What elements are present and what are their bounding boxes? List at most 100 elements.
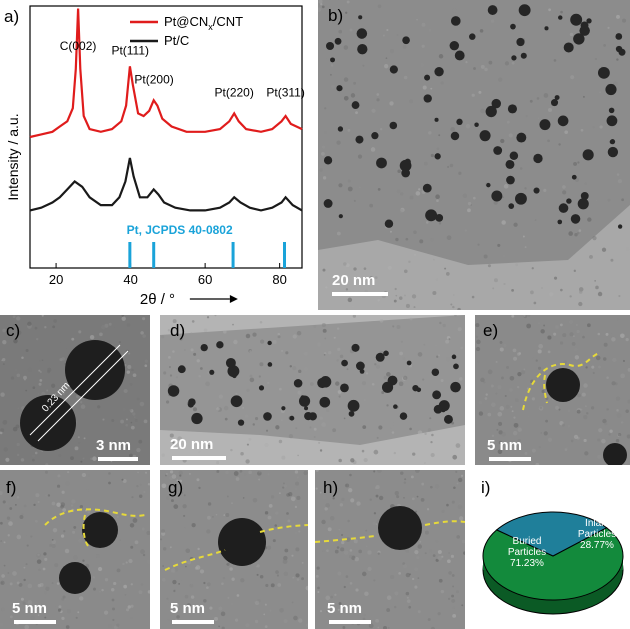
nanoparticle — [493, 146, 503, 155]
texture-speck — [341, 497, 345, 501]
texture-speck — [452, 585, 455, 588]
texture-speck — [451, 421, 455, 425]
texture-speck — [348, 487, 353, 493]
texture-speck — [267, 515, 272, 520]
texture-speck — [595, 285, 599, 290]
texture-speck — [483, 254, 488, 259]
pie-label-1-0: Inlaid — [585, 518, 609, 529]
texture-speck — [245, 333, 251, 339]
texture-speck — [437, 354, 441, 357]
texture-speck — [297, 454, 299, 457]
panel-g-hrtem-image: g) 5 nm — [160, 470, 308, 629]
texture-speck — [285, 351, 289, 355]
texture-speck — [173, 504, 179, 509]
texture-speck — [191, 320, 195, 323]
texture-speck — [538, 343, 544, 349]
texture-speck — [569, 32, 574, 37]
texture-speck — [179, 611, 183, 615]
texture-speck — [59, 358, 63, 362]
texture-speck — [318, 7, 322, 12]
texture-speck — [531, 397, 535, 401]
texture-speck — [199, 367, 203, 370]
texture-speck — [451, 574, 455, 577]
texture-speck — [475, 323, 480, 328]
texture-speck — [616, 409, 619, 412]
texture-speck — [136, 397, 140, 401]
nanoparticle — [580, 191, 589, 200]
texture-speck — [413, 289, 417, 293]
texture-speck — [428, 549, 433, 553]
nanoparticle — [454, 50, 465, 61]
texture-speck — [533, 301, 537, 305]
texture-speck — [583, 415, 588, 420]
texture-speck — [6, 516, 11, 520]
texture-speck — [396, 189, 401, 194]
texture-speck — [523, 368, 526, 371]
texture-speck — [87, 474, 91, 477]
texture-speck — [320, 583, 323, 586]
texture-speck — [501, 376, 504, 380]
texture-speck — [301, 561, 304, 564]
texture-speck — [111, 419, 115, 423]
texture-speck — [163, 371, 167, 375]
texture-speck — [373, 512, 377, 515]
interface-dash-line — [522, 352, 601, 411]
texture-speck — [511, 410, 514, 413]
texture-speck — [393, 299, 397, 303]
texture-speck — [543, 431, 548, 436]
texture-speck — [52, 325, 56, 329]
texture-speck — [338, 528, 341, 531]
texture-speck — [270, 495, 275, 499]
texture-speck — [521, 370, 526, 375]
y-axis-label: Intensity / a.u. — [5, 113, 21, 200]
texture-speck — [35, 493, 40, 498]
texture-speck — [160, 538, 163, 541]
texture-speck — [417, 544, 423, 549]
scale-bar-e — [489, 457, 531, 461]
texture-speck — [165, 400, 170, 404]
texture-speck — [497, 411, 503, 417]
texture-speck — [362, 425, 367, 430]
texture-speck — [345, 263, 350, 268]
texture-speck — [601, 247, 607, 252]
nanoparticle — [469, 33, 476, 40]
texture-speck — [317, 586, 320, 590]
texture-speck — [369, 498, 372, 501]
texture-speck — [430, 626, 435, 629]
texture-speck — [182, 504, 187, 509]
texture-speck — [411, 294, 417, 299]
texture-speck — [16, 442, 20, 447]
texture-speck — [529, 99, 533, 103]
texture-speck — [263, 613, 266, 616]
texture-speck — [57, 474, 61, 478]
nanoparticle — [191, 412, 203, 425]
texture-speck — [390, 575, 395, 580]
texture-speck — [612, 357, 617, 363]
texture-speck — [266, 429, 269, 432]
texture-speck — [625, 337, 629, 342]
texture-speck — [122, 562, 125, 566]
texture-speck — [330, 64, 334, 67]
texture-speck — [3, 447, 8, 452]
texture-speck — [44, 326, 47, 329]
texture-speck — [16, 316, 21, 321]
texture-speck — [239, 470, 243, 473]
texture-speck — [375, 494, 379, 498]
texture-speck — [65, 481, 70, 487]
panel-label-h: h) — [323, 478, 339, 497]
texture-speck — [597, 291, 603, 297]
texture-speck — [51, 538, 54, 541]
texture-speck — [377, 626, 380, 629]
texture-speck — [503, 282, 506, 286]
texture-speck — [517, 372, 522, 377]
texture-speck — [298, 618, 303, 623]
texture-speck — [487, 329, 490, 331]
nanoparticle — [571, 174, 577, 180]
panel-label-g: g) — [168, 478, 184, 497]
texture-speck — [132, 373, 137, 378]
texture-speck — [362, 64, 365, 67]
texture-speck — [351, 305, 355, 308]
texture-speck — [27, 321, 32, 327]
texture-speck — [99, 590, 101, 593]
texture-speck — [79, 596, 84, 601]
